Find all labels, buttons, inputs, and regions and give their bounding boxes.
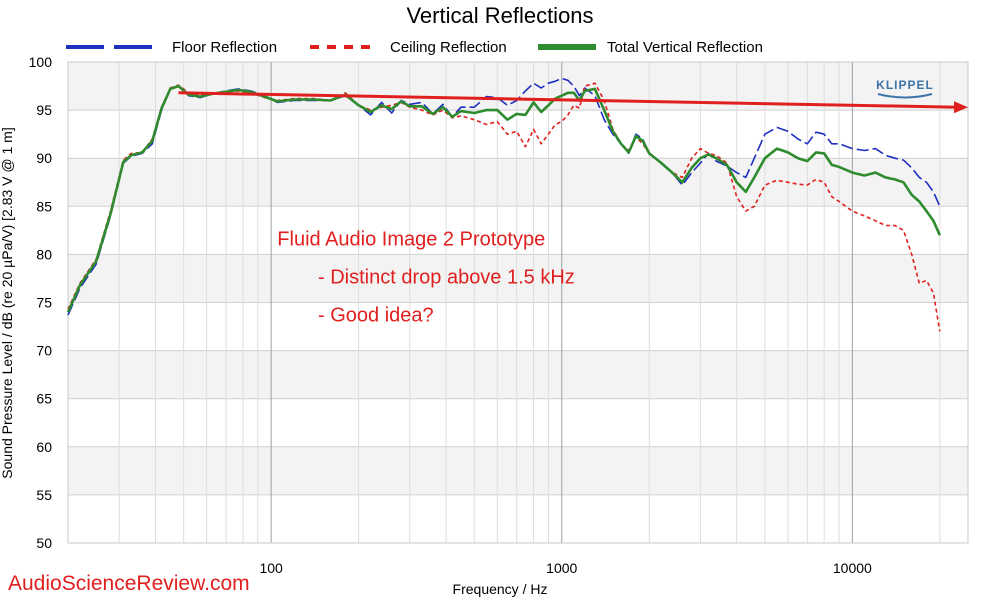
x-tick-label: 10000 — [833, 560, 872, 576]
logo-swoosh — [877, 93, 933, 99]
series-layer — [66, 77, 941, 332]
legend: Floor Reflection Ceiling Reflection Tota… — [66, 39, 763, 56]
y-tick-label: 85 — [36, 198, 52, 214]
legend-label-ceiling: Ceiling Reflection — [390, 39, 507, 56]
y-tick-label: 75 — [36, 295, 52, 311]
y-tick-label: 60 — [36, 439, 52, 455]
grid-band — [68, 350, 968, 399]
annotation-text: - Distinct drop above 1.5 kHz — [318, 266, 575, 288]
x-axis-label: Frequency / Hz — [453, 581, 548, 597]
x-tick-label: 100 — [259, 560, 283, 576]
grid-band — [68, 158, 968, 207]
klippel-logo: KLIPPEL — [876, 78, 934, 99]
legend-label-floor: Floor Reflection — [172, 39, 277, 56]
y-tick-label: 100 — [29, 54, 53, 70]
y-axis-ticks: 50 55 60 65 70 75 80 85 90 95 100 — [29, 54, 53, 551]
logo-text: KLIPPEL — [876, 78, 934, 92]
y-axis-label: Sound Pressure Level / dB (re 20 µPa/V) … — [0, 127, 15, 478]
y-tick-label: 95 — [36, 102, 52, 118]
legend-label-total: Total Vertical Reflection — [607, 39, 763, 56]
plot-frame — [67, 61, 969, 544]
x-tick-label: 1000 — [546, 560, 577, 576]
y-tick-label: 50 — [36, 535, 52, 551]
plot-bands — [68, 62, 968, 495]
y-tick-label: 70 — [36, 343, 52, 359]
grid-band — [68, 446, 968, 495]
grid-band — [68, 62, 968, 111]
y-tick-label: 55 — [36, 487, 52, 503]
trend-arrow-head — [954, 101, 968, 114]
trend-arrow-line — [178, 91, 959, 109]
y-tick-label: 80 — [36, 246, 52, 262]
grid-band — [68, 254, 968, 303]
annotation-text: - Good idea? — [318, 305, 434, 327]
annotation-layer: Fluid Audio Image 2 Prototype - Distinct … — [277, 229, 575, 327]
series-line-3 — [66, 84, 941, 313]
watermark: AudioScienceReview.com — [8, 572, 250, 595]
y-tick-label: 65 — [36, 391, 52, 407]
x-axis-ticks: 100 1000 10000 — [259, 560, 872, 576]
annotation-text: Fluid Audio Image 2 Prototype — [277, 229, 545, 251]
trend-arrow-layer — [178, 91, 968, 114]
chart-title: Vertical Reflections — [406, 3, 593, 28]
y-tick-label: 90 — [36, 150, 52, 166]
